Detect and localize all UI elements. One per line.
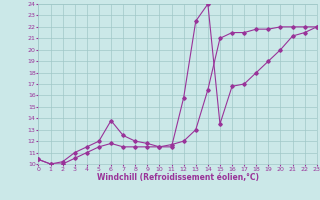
X-axis label: Windchill (Refroidissement éolien,°C): Windchill (Refroidissement éolien,°C) [97,173,259,182]
